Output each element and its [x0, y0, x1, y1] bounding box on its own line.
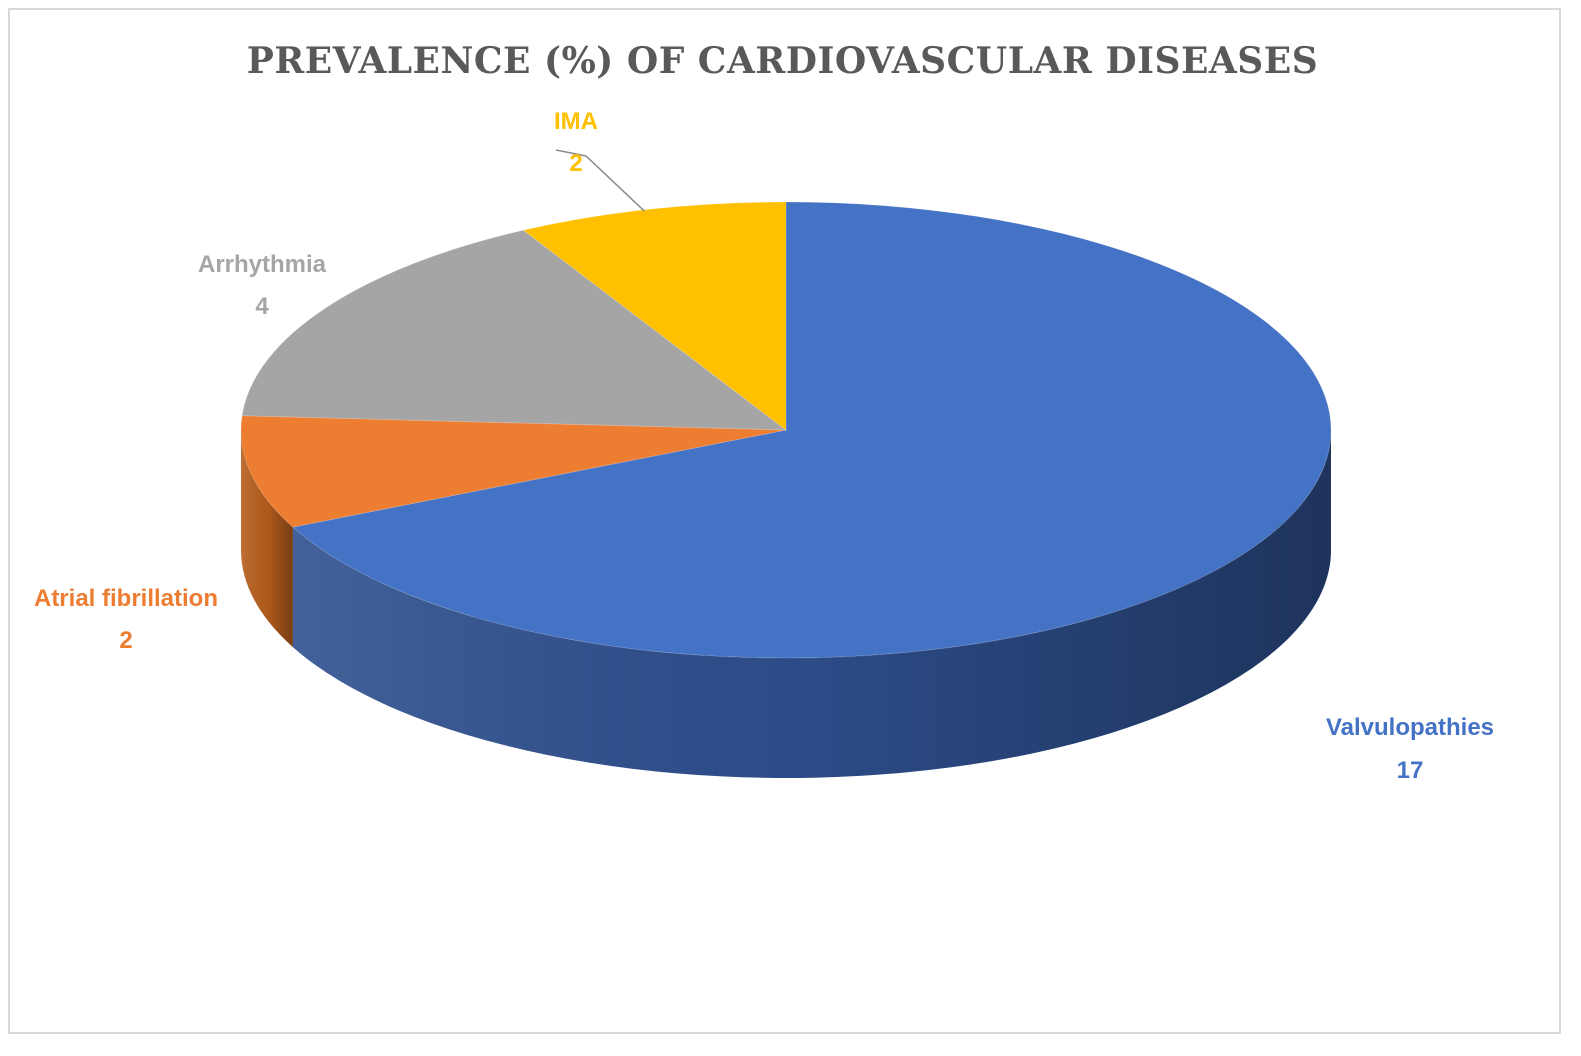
label-name-arrhythmia: Arrhythmia — [198, 251, 327, 278]
pie-slice-atrial-fibrillation — [240, 415, 787, 528]
leader-lines — [555, 149, 645, 212]
pie-slice-valvulopathies — [291, 201, 1332, 659]
pie-slice-arrhythmia — [241, 229, 788, 431]
label-value-atrial-fibrillation: 2 — [119, 627, 132, 654]
pie-side-shade-atrial-fibrillation — [241, 430, 293, 648]
leader-line-ima — [555, 149, 645, 212]
pie-sides — [241, 430, 1331, 778]
pie-slices — [240, 201, 1332, 659]
pie-side-shade-valvulopathies — [292, 430, 1331, 778]
data-labels: Valvulopathies 17 Atrial fibrillation 2 … — [34, 108, 1494, 784]
label-name-atrial-fibrillation: Atrial fibrillation — [34, 585, 218, 612]
label-value-arrhythmia: 4 — [255, 293, 269, 320]
pie-slice-ima — [522, 201, 787, 432]
chart-title: PREVALENCE (%) OF CARDIOVASCULAR DISEASE… — [246, 40, 1319, 82]
label-value-valvulopathies: 17 — [1397, 757, 1424, 784]
label-value-ima: 2 — [569, 150, 582, 177]
label-name-ima: IMA — [554, 108, 598, 135]
label-name-valvulopathies: Valvulopathies — [1326, 714, 1494, 741]
